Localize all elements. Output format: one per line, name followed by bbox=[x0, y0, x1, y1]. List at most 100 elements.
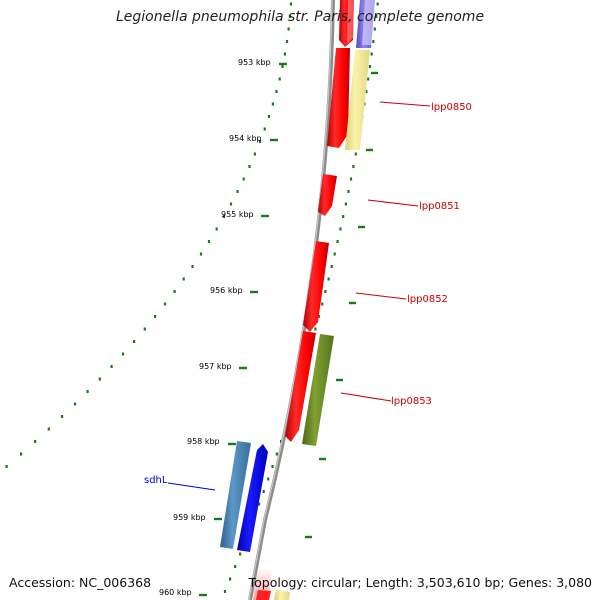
guide-dot-inner bbox=[207, 240, 211, 243]
guide-dot-outer bbox=[267, 477, 270, 481]
guide-dot-outer bbox=[365, 90, 368, 93]
gene-label-lpp0852[interactable]: lpp0852 bbox=[407, 294, 448, 305]
guide-dot-outer bbox=[271, 465, 274, 468]
guide-dot-outer bbox=[344, 202, 347, 206]
guide-dot-inner bbox=[281, 65, 284, 68]
guide-dot-outer bbox=[339, 227, 342, 231]
cds-feature-bottom-khaki bbox=[274, 590, 290, 600]
cds-feature-lpp0853-olive bbox=[302, 334, 334, 446]
cds-feature-lpp0852-red bbox=[303, 241, 329, 332]
guide-dot-inner bbox=[154, 315, 157, 318]
guide-dot-inner bbox=[267, 115, 271, 118]
outer-tick-6 bbox=[305, 535, 312, 539]
kbp-tick-6 bbox=[214, 517, 222, 521]
guide-dot-outer bbox=[368, 65, 372, 68]
guide-dot-outer bbox=[352, 165, 355, 168]
guide-dot-outer bbox=[223, 590, 227, 593]
kbp-tick-2 bbox=[261, 214, 269, 218]
cds-feature-lpp0850-khaki bbox=[345, 50, 370, 150]
guide-dot-inner bbox=[287, 27, 290, 31]
gene-label-lpp0850[interactable]: lpp0850 bbox=[431, 102, 472, 113]
cds-feature-lpp0850-red bbox=[327, 48, 350, 148]
guide-dot-inner bbox=[248, 165, 251, 168]
guide-dot-outer bbox=[367, 77, 370, 81]
guide-dot-outer bbox=[373, 27, 376, 31]
leader-line-lpp0853 bbox=[340, 392, 392, 402]
guide-dot-outer bbox=[275, 452, 278, 456]
guide-dot-inner bbox=[275, 90, 278, 93]
outer-tick-5 bbox=[319, 457, 326, 461]
guide-dot-outer bbox=[372, 40, 375, 43]
kbp-label-956: 956 kbp bbox=[210, 286, 243, 295]
guide-dot-outer bbox=[330, 265, 333, 268]
leader-line-lpp0850 bbox=[379, 101, 431, 107]
map-title: Legionella pneumophila str. Paris, compl… bbox=[115, 9, 485, 25]
guide-dot-inner bbox=[34, 440, 37, 443]
guide-dot-inner bbox=[47, 427, 50, 431]
kbp-tick-1 bbox=[270, 138, 278, 142]
guide-dot-inner bbox=[20, 452, 23, 456]
kbp-label-954: 954 kbp bbox=[229, 134, 262, 143]
kbp-tick-5 bbox=[228, 442, 236, 446]
kbp-label-953: 953 kbp bbox=[238, 58, 271, 67]
guide-dot-outer bbox=[324, 290, 327, 293]
outer-tick-2 bbox=[358, 225, 365, 229]
guide-dot-outer bbox=[327, 277, 330, 281]
cds-feature-top-slate bbox=[356, 0, 375, 48]
kbp-label-960: 960 kbp bbox=[159, 588, 192, 597]
guide-dot-inner bbox=[242, 177, 245, 181]
kbp-tick-4 bbox=[239, 366, 247, 370]
guide-dot-inner bbox=[289, 2, 292, 6]
kbp-tick-7 bbox=[199, 593, 207, 597]
guide-dot-inner bbox=[253, 152, 256, 156]
kbp-tick-marks bbox=[199, 62, 378, 597]
guide-dot-inner bbox=[283, 52, 286, 56]
guide-dot-inner bbox=[288, 15, 291, 18]
guide-dot-inner bbox=[133, 340, 136, 343]
leader-line-lpp0851 bbox=[367, 199, 419, 207]
guide-dot-inner bbox=[98, 377, 101, 381]
kbp-label-959: 959 kbp bbox=[173, 513, 206, 522]
guide-dot-outer bbox=[258, 502, 261, 506]
cds-feature-top-slate-fade bbox=[362, 0, 375, 45]
kbp-label-955: 955 kbp bbox=[221, 210, 254, 219]
cds-feature-top-red-fade bbox=[347, 0, 354, 44]
kbp-tick-3 bbox=[250, 290, 258, 294]
cds-feature-top-red bbox=[339, 0, 354, 47]
dotted-guide-rings bbox=[5, 2, 379, 593]
cds-feature-sdhL-blue bbox=[237, 444, 268, 552]
gene-label-sdhL[interactable]: sdhL bbox=[144, 475, 168, 486]
guide-dot-inner bbox=[61, 415, 64, 418]
cds-feature-steelblue bbox=[220, 441, 251, 549]
outer-tick-3 bbox=[349, 301, 356, 305]
guide-dot-outer bbox=[321, 302, 324, 306]
guide-dot-inner bbox=[143, 327, 146, 331]
guide-dot-inner bbox=[73, 402, 77, 406]
genome-summary: Topology: circular; Length: 3,503,610 bp… bbox=[248, 575, 592, 590]
cds-feature-lpp0853-red bbox=[285, 331, 316, 442]
cds-feature-lpp0851-red bbox=[318, 174, 337, 216]
guide-dot-inner bbox=[229, 202, 233, 206]
guide-dot-inner bbox=[222, 215, 226, 218]
guide-dot-outer bbox=[262, 490, 265, 493]
outer-tick-1 bbox=[366, 148, 373, 152]
guide-dot-outer bbox=[370, 52, 373, 56]
guide-dot-inner bbox=[199, 252, 203, 256]
guide-dot-inner bbox=[258, 140, 262, 143]
guide-dot-inner bbox=[182, 277, 185, 281]
gene-label-lpp0851[interactable]: lpp0851 bbox=[419, 201, 460, 212]
guide-dot-inner bbox=[5, 465, 8, 468]
guide-dot-inner bbox=[121, 352, 125, 356]
outer-tick-4 bbox=[336, 378, 343, 382]
guide-dot-inner bbox=[191, 265, 194, 268]
guide-dot-outer bbox=[314, 327, 317, 331]
guide-dot-outer bbox=[375, 15, 378, 18]
gene-label-lpp0853[interactable]: lpp0853 bbox=[391, 396, 432, 407]
guide-dot-inner bbox=[263, 127, 266, 131]
cds-feature-bottom-red-core bbox=[256, 590, 271, 600]
leader-line-sdhL bbox=[167, 482, 216, 491]
kbp-label-957: 957 kbp bbox=[199, 362, 232, 371]
guide-dot-inner bbox=[236, 190, 239, 193]
leader-line-lpp0852 bbox=[355, 292, 407, 300]
